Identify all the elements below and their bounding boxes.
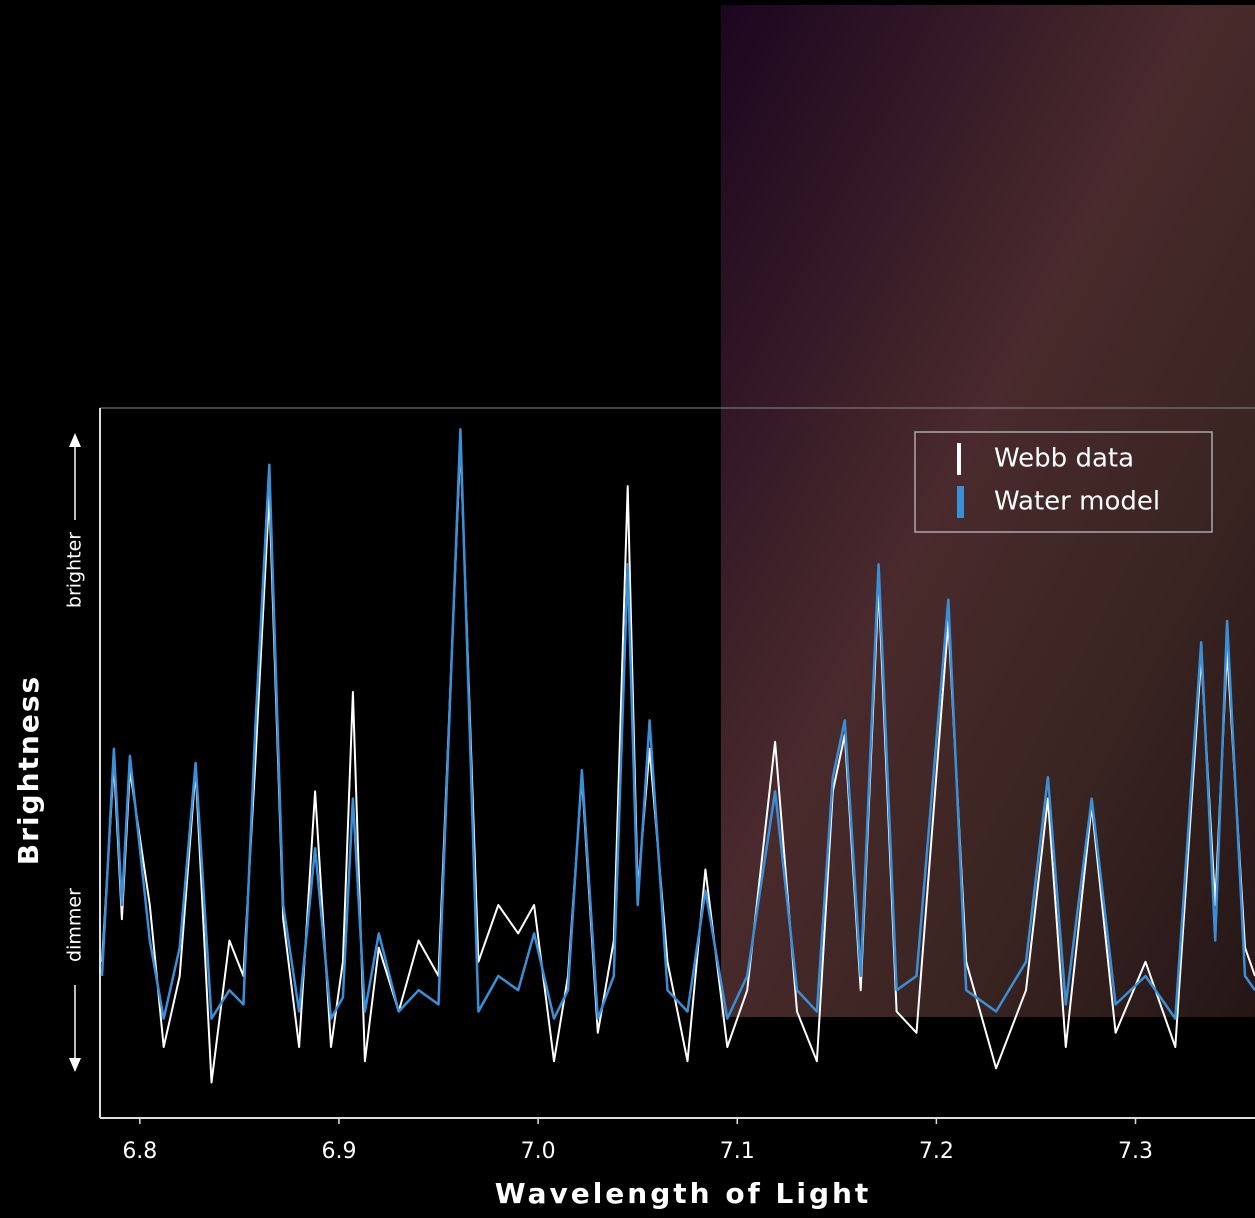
x-tick-label: 7.1 [720, 1139, 755, 1164]
legend-label: Webb data [994, 444, 1134, 474]
legend-label: Water model [994, 487, 1160, 517]
y-low-label: dimmer [64, 888, 86, 962]
x-tick-label: 7.2 [919, 1139, 954, 1164]
x-tick-label: 6.9 [321, 1139, 356, 1164]
x-tick-label: 6.8 [122, 1139, 157, 1164]
x-tick-label: 7.3 [1118, 1139, 1153, 1164]
x-tick-label: 7.0 [521, 1139, 556, 1164]
x-axis-label: Wavelength of Light [495, 1177, 872, 1210]
y-axis-label: Brightness [12, 675, 45, 865]
y-high-label: brighter [64, 532, 86, 608]
legend-swatch [957, 486, 964, 518]
background-image [721, 5, 1255, 1017]
chart: Brightness brighter dimmer Wavelength of… [0, 0, 1255, 1218]
legend-swatch [957, 443, 961, 475]
